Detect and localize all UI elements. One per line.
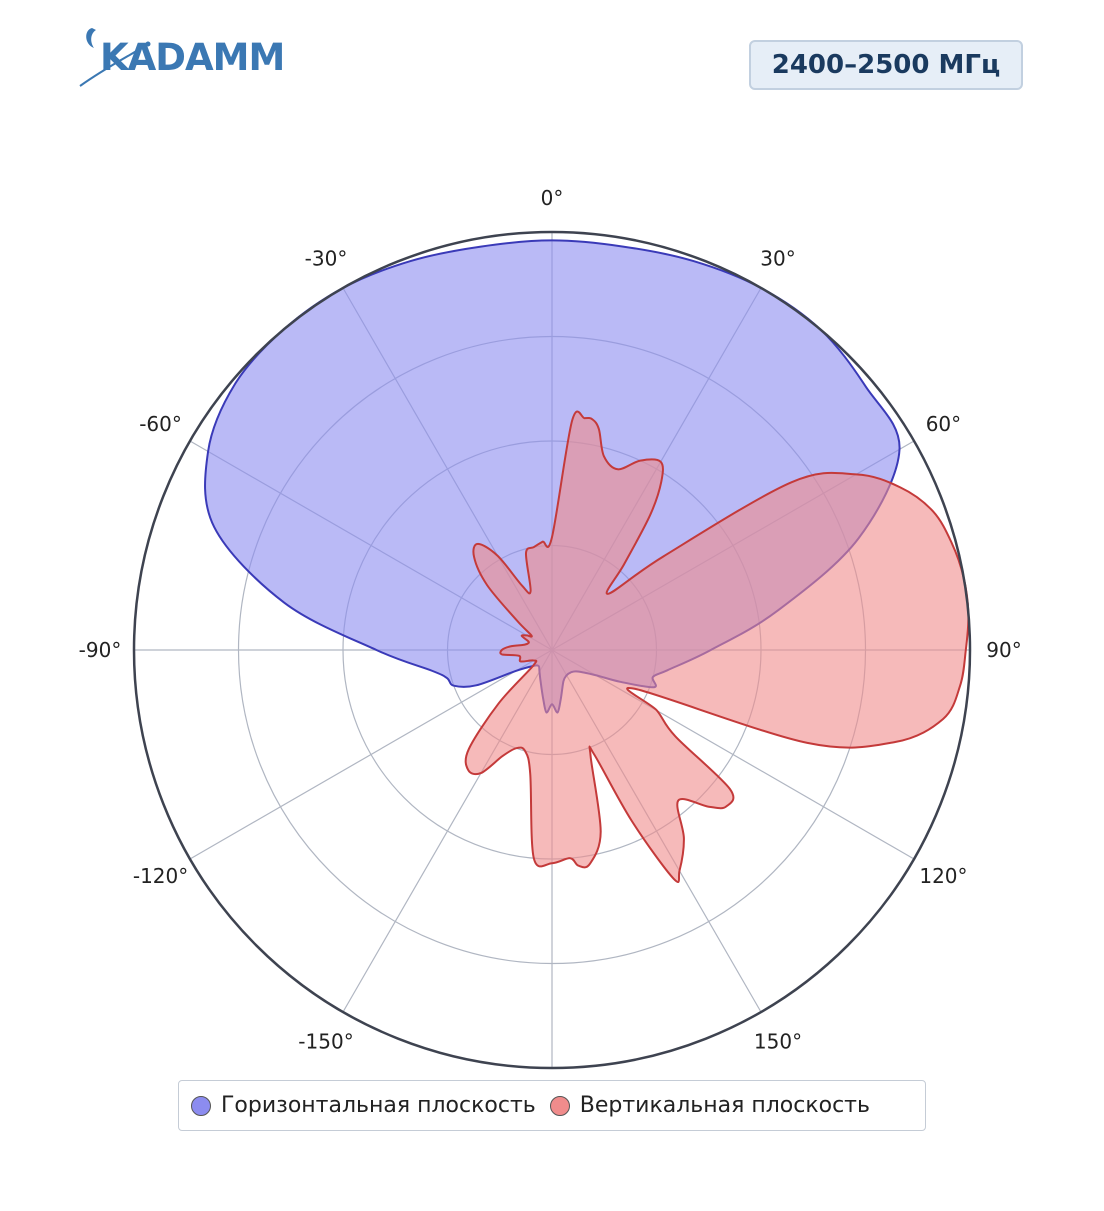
angle-tick-label: -30° [305, 247, 348, 271]
chart-legend: Горизонтальная плоскость Вертикальная пл… [178, 1080, 926, 1131]
series-vertical-plane [464, 410, 970, 884]
logo-mark-icon [79, 28, 151, 87]
outer-axis-circle [132, 230, 972, 1070]
angle-tick-label: 0° [541, 186, 564, 210]
polar-axis [132, 230, 972, 1070]
legend-swatch-horizontal [191, 1095, 211, 1116]
legend-label-horizontal: Горизонтальная плоскость [221, 1093, 536, 1118]
angle-tick-label: 120° [919, 864, 967, 888]
polar-series [204, 239, 970, 884]
angle-tick-label: 60° [926, 412, 961, 436]
angle-tick-label: 150° [754, 1029, 802, 1053]
angle-tick-label: 30° [760, 247, 795, 271]
angle-tick-label: 90° [986, 638, 1021, 662]
legend-item-vertical[interactable]: Вертикальная плоскость [549, 1093, 870, 1118]
kadamm-logo: KADAMM [78, 26, 288, 92]
angle-tick-label: -90° [79, 638, 122, 662]
angle-tick-label: -150° [298, 1029, 353, 1053]
angular-gridline [189, 649, 553, 860]
legend-label-vertical: Вертикальная плоскость [579, 1093, 870, 1118]
logo-text: KADAMM [100, 36, 285, 79]
angle-tick-label: -60° [139, 412, 182, 436]
legend-swatch-vertical [549, 1095, 570, 1116]
angle-tick-label: -120° [133, 864, 188, 888]
legend-item-horizontal[interactable]: Горизонтальная плоскость [191, 1093, 536, 1118]
frequency-badge: 2400–2500 МГц [749, 40, 1023, 90]
angle-tick-labels: 0° 30° 60° 90° 120° 150° -150° -120° -90° -60° -30… [79, 186, 1022, 1053]
